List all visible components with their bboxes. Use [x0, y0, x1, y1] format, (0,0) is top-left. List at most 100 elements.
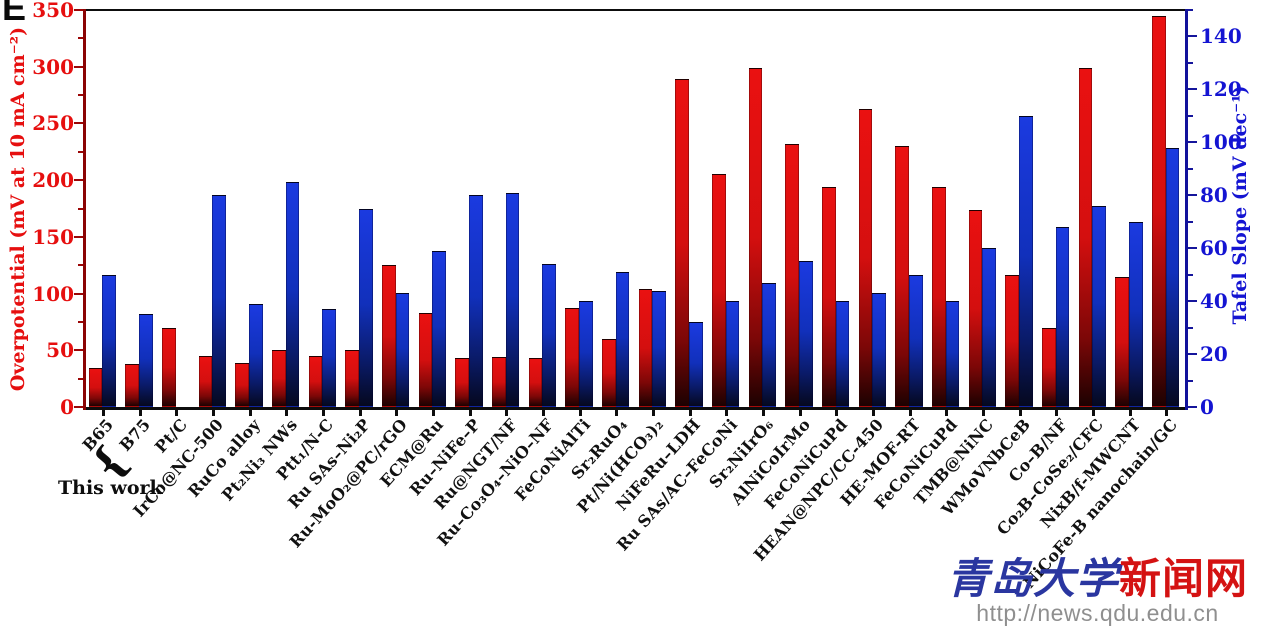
left-axis-tick-label-300: 300	[32, 54, 74, 79]
bar-tafel-19	[798, 261, 813, 407]
bar-overpotential-25	[1005, 275, 1019, 407]
left-axis-tick-225	[78, 150, 83, 153]
bar-overpotential-29	[1151, 15, 1166, 407]
bar-overpotential-22	[895, 146, 909, 407]
bar-tafel-22	[908, 274, 923, 407]
left-axis-tick-275	[78, 94, 83, 97]
bar-tafel-17	[725, 301, 740, 407]
this-work-label: This work	[58, 477, 163, 499]
watermark-site-name-blue: 青岛大学	[946, 554, 1119, 603]
bar-overpotential-13	[565, 308, 579, 407]
right-axis-tick-label-20: 20	[1200, 342, 1228, 367]
bar-overpotential-23	[931, 186, 946, 407]
bar-overpotential-6	[308, 355, 323, 407]
bar-tafel-23	[945, 301, 960, 407]
bar-tafel-18	[762, 282, 777, 407]
x-tick-18	[761, 409, 765, 416]
bar-tafel-9	[432, 250, 447, 407]
watermark-site-name: 青岛大学新闻网	[925, 556, 1269, 602]
left-axis-tick-175	[78, 207, 83, 210]
right-axis-tick-label-0: 0	[1200, 395, 1214, 419]
x-tick-21	[871, 409, 875, 416]
bar-tafel-13	[578, 301, 593, 407]
bar-overpotential-8	[381, 265, 396, 407]
bar-overpotential-28	[1115, 276, 1129, 407]
right-axis-tick-0	[1188, 406, 1197, 408]
bar-tafel-1	[138, 314, 153, 407]
right-axis-tick-100	[1188, 141, 1197, 144]
x-tick-23	[945, 409, 949, 416]
right-axis-tick-label-40: 40	[1200, 289, 1228, 314]
left-axis-tick-300	[74, 65, 83, 68]
right-axis-tick-40	[1188, 300, 1197, 303]
x-tick-16	[688, 409, 692, 416]
bar-tafel-8	[395, 293, 410, 407]
bar-overpotential-0	[88, 368, 103, 407]
right-axis-tick-30	[1188, 326, 1193, 329]
bar-tafel-28	[1128, 221, 1143, 407]
x-tick-27	[1091, 409, 1095, 416]
bar-overpotential-20	[821, 186, 836, 407]
bar-overpotential-21	[858, 108, 873, 407]
bar-tafel-3	[212, 195, 227, 407]
bar-tafel-20	[835, 301, 850, 407]
x-tick-7	[358, 409, 362, 416]
bar-tafel-27	[1092, 205, 1107, 407]
x-tick-5	[285, 409, 289, 416]
right-axis-tick-140	[1188, 35, 1197, 38]
bar-overpotential-15	[638, 289, 653, 407]
right-axis-tick-50	[1188, 273, 1193, 276]
bar-overpotential-3	[198, 355, 213, 407]
left-axis-tick-100	[74, 292, 83, 295]
bar-overpotential-10	[455, 358, 469, 407]
x-tick-19	[798, 409, 802, 416]
watermark-url: http://news.qdu.edu.cn	[976, 600, 1219, 626]
bar-tafel-21	[872, 293, 887, 407]
x-tick-17	[725, 409, 729, 416]
x-tick-0	[101, 409, 105, 416]
left-axis-tick-50	[74, 349, 83, 352]
left-axis-tick-325	[78, 37, 83, 40]
right-axis-tick-label-60: 60	[1200, 236, 1228, 261]
bar-tafel-26	[1055, 227, 1070, 407]
x-tick-9	[431, 409, 435, 416]
bar-tafel-15	[652, 290, 667, 407]
bar-overpotential-1	[125, 363, 139, 407]
bar-tafel-25	[1018, 115, 1033, 407]
x-tick-10	[468, 409, 472, 416]
bar-tafel-16	[688, 322, 703, 407]
bar-tafel-12	[542, 264, 557, 407]
bar-tafel-14	[615, 272, 630, 407]
bar-tafel-24	[982, 248, 997, 407]
x-tick-29	[1165, 409, 1169, 416]
right-axis-tick-10	[1188, 379, 1193, 382]
left-axis-tick-label-50: 50	[46, 338, 74, 363]
bar-tafel-10	[468, 195, 483, 407]
right-axis-tick-label-140: 140	[1200, 24, 1242, 49]
bar-overpotential-11	[491, 357, 506, 407]
right-axis-line	[1185, 9, 1188, 410]
right-axis-tick-label-120: 120	[1200, 77, 1242, 102]
watermark: 青岛大学新闻网 http://news.qdu.edu.cn	[925, 556, 1269, 627]
right-axis-tick-110	[1188, 114, 1193, 117]
bar-overpotential-4	[235, 362, 249, 407]
left-axis-tick-25	[78, 377, 83, 380]
left-axis-tick-350	[74, 9, 83, 11]
right-axis-tick-80	[1188, 194, 1197, 197]
bar-tafel-11	[505, 192, 520, 407]
left-axis-tick-label-100: 100	[32, 281, 74, 306]
left-axis-tick-label-250: 250	[32, 111, 74, 136]
bar-overpotential-19	[785, 143, 799, 407]
bar-tafel-5	[285, 182, 300, 407]
x-tick-12	[541, 409, 545, 416]
bar-overpotential-27	[1078, 67, 1093, 407]
right-axis-tick-label-100: 100	[1200, 130, 1242, 155]
right-axis-tick-label-80: 80	[1200, 183, 1228, 208]
left-axis-tick-150	[74, 235, 83, 238]
bar-tafel-6	[322, 309, 337, 407]
x-tick-11	[505, 409, 509, 416]
right-axis-tick-120	[1188, 88, 1197, 91]
bar-overpotential-18	[748, 67, 763, 407]
bar-overpotential-17	[711, 174, 726, 407]
